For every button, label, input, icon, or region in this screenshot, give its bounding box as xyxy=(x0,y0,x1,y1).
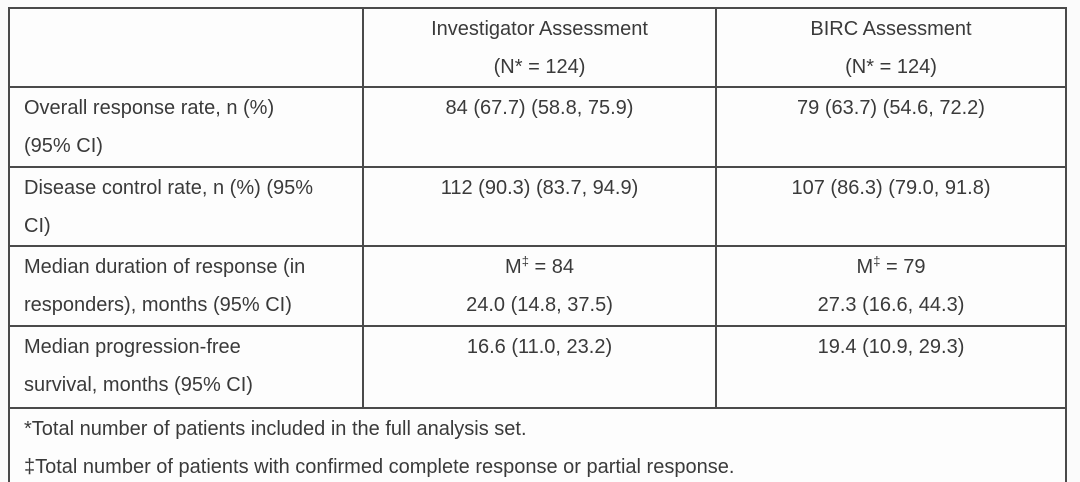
dcr-birc-value: 107 (86.3) (79.0, 91.8) xyxy=(715,166,1067,247)
dcr-label-line1: Disease control rate, n (%) (95% xyxy=(24,177,314,199)
dor-investigator-m-line: M‡ = 84 xyxy=(378,248,701,286)
pfs-label-line1: Median progression-free xyxy=(24,336,241,358)
header-investigator-cell: Investigator Assessment (N* = 124) xyxy=(362,7,717,88)
header-row: Investigator Assessment (N* = 124) BIRC … xyxy=(8,7,1067,88)
dor-birc-m-rest: = 79 xyxy=(880,256,926,278)
footnote-full-analysis-set: *Total number of patients included in th… xyxy=(24,418,527,440)
row-median-duration-of-response: Median duration of response (in responde… xyxy=(8,245,1067,327)
row-overall-response-rate: Overall response rate, n (%) (95% CI) 84… xyxy=(8,86,1067,168)
header-birc-title: BIRC Assessment xyxy=(810,18,972,40)
orr-label-line1: Overall response rate, n (%) xyxy=(24,97,275,119)
dor-investigator-ci-line: 24.0 (14.8, 37.5) xyxy=(466,294,613,316)
dor-label-line2: responders), months (95% CI) xyxy=(24,294,292,316)
orr-label-line2: (95% CI) xyxy=(24,135,103,157)
header-birc-n: (N* = 124) xyxy=(845,56,937,78)
dor-label-line1: Median duration of response (in xyxy=(24,256,306,278)
header-investigator-n: (N* = 124) xyxy=(493,56,586,78)
footnotes-cell: *Total number of patients included in th… xyxy=(8,407,1067,482)
header-corner-cell xyxy=(8,7,364,88)
footnotes-row: *Total number of patients included in th… xyxy=(8,407,1067,482)
dcr-label-cell: Disease control rate, n (%) (95% CI) xyxy=(8,166,364,247)
footnote-confirmed-response: ‡Total number of patients with confirmed… xyxy=(24,456,735,478)
results-table: Investigator Assessment (N* = 124) BIRC … xyxy=(8,7,1067,482)
dcr-investigator-value: 112 (90.3) (83.7, 94.9) xyxy=(362,166,717,247)
header-birc-cell: BIRC Assessment (N* = 124) xyxy=(715,7,1067,88)
orr-investigator-value: 84 (67.7) (58.8, 75.9) xyxy=(362,86,717,168)
row-median-progression-free-survival: Median progression-free survival, months… xyxy=(8,325,1067,409)
orr-birc-value: 79 (63.7) (54.6, 72.2) xyxy=(715,86,1067,168)
dor-investigator-m-rest: = 84 xyxy=(528,256,574,278)
pfs-label-line2: survival, months (95% CI) xyxy=(24,374,253,396)
double-dagger-superscript: ‡ xyxy=(521,253,529,269)
double-dagger-superscript: ‡ xyxy=(873,253,881,269)
pfs-investigator-value: 16.6 (11.0, 23.2) xyxy=(362,325,717,409)
pfs-birc-value: 19.4 (10.9, 29.3) xyxy=(715,325,1067,409)
pfs-label-cell: Median progression-free survival, months… xyxy=(8,325,364,409)
dor-label-cell: Median duration of response (in responde… xyxy=(8,245,364,327)
dor-birc-m-line: M‡ = 79 xyxy=(731,248,1051,286)
row-disease-control-rate: Disease control rate, n (%) (95% CI) 112… xyxy=(8,166,1067,247)
dor-investigator-value: M‡ = 84 24.0 (14.8, 37.5) xyxy=(362,245,717,327)
dor-investigator-m-prefix: M xyxy=(505,256,522,278)
dcr-label-line2: CI) xyxy=(24,215,51,237)
dor-birc-m-prefix: M xyxy=(856,256,874,278)
dor-birc-value: M‡ = 79 27.3 (16.6, 44.3) xyxy=(715,245,1067,327)
dor-birc-ci-line: 27.3 (16.6, 44.3) xyxy=(817,294,965,316)
orr-label-cell: Overall response rate, n (%) (95% CI) xyxy=(8,86,364,168)
header-investigator-title: Investigator Assessment xyxy=(431,18,648,40)
